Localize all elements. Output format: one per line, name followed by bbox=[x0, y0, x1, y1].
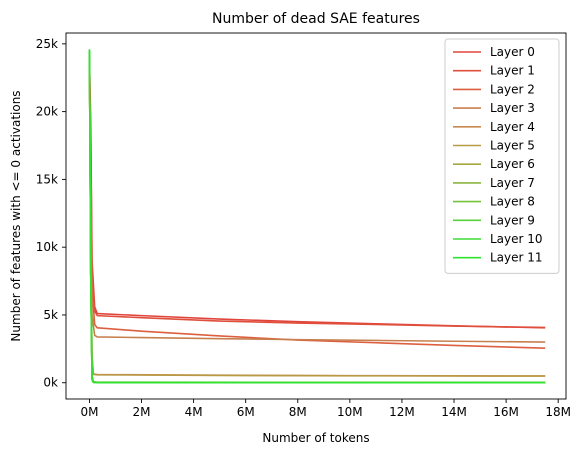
y-axis-ticks: 0k 5k 10k 15k 20k 25k bbox=[36, 37, 66, 390]
x-tick-label: 18M bbox=[545, 405, 571, 419]
plot-lines bbox=[88, 49, 546, 384]
y-tick-label: 0k bbox=[43, 376, 58, 390]
legend-entry: Layer 4 bbox=[490, 120, 535, 134]
y-tick-label: 20k bbox=[36, 105, 58, 119]
plot-frame bbox=[65, 32, 567, 400]
legend-entry: Layer 2 bbox=[490, 82, 535, 96]
legend-entry: Layer 5 bbox=[490, 139, 535, 153]
legend-box bbox=[444, 38, 560, 274]
x-axis-label: Number of tokens bbox=[262, 431, 369, 445]
legend: Layer 0 Layer 1 Layer 2 Layer 3 Layer 4 Layer… bbox=[444, 38, 560, 274]
y-axis-label: Number of features with <= 0 activations bbox=[9, 90, 23, 341]
x-axis-ticks: 0M 2M 4M 6M 8M 10M 12M 14M 16M 18M bbox=[80, 399, 571, 419]
x-tick-label: 12M bbox=[389, 405, 415, 419]
legend-entry: Layer 11 bbox=[490, 251, 543, 265]
legend-entry: Layer 8 bbox=[490, 195, 535, 209]
y-tick-label: 15k bbox=[36, 172, 58, 186]
y-tick-label: 10k bbox=[36, 240, 58, 254]
legend-entry: Layer 9 bbox=[490, 213, 535, 227]
legend-entry: Layer 0 bbox=[490, 45, 535, 59]
x-tick-label: 6M bbox=[237, 405, 255, 419]
series-line-layer-11 bbox=[88, 49, 546, 384]
chart-title: Number of dead SAE features bbox=[212, 11, 420, 27]
legend-entry: Layer 3 bbox=[490, 101, 535, 115]
y-tick-label: 25k bbox=[36, 37, 58, 51]
x-tick-label: 0M bbox=[80, 405, 98, 419]
y-tick-label: 5k bbox=[43, 308, 58, 322]
x-tick-label: 16M bbox=[493, 405, 519, 419]
x-tick-label: 4M bbox=[185, 405, 203, 419]
legend-entry: Layer 7 bbox=[490, 176, 535, 190]
legend-entry: Layer 1 bbox=[490, 64, 535, 78]
x-tick-label: 14M bbox=[441, 405, 467, 419]
x-tick-label: 8M bbox=[289, 405, 307, 419]
x-tick-label: 2M bbox=[133, 405, 151, 419]
legend-entry: Layer 10 bbox=[490, 232, 543, 246]
x-tick-label: 10M bbox=[337, 405, 363, 419]
legend-entry: Layer 6 bbox=[490, 157, 535, 171]
